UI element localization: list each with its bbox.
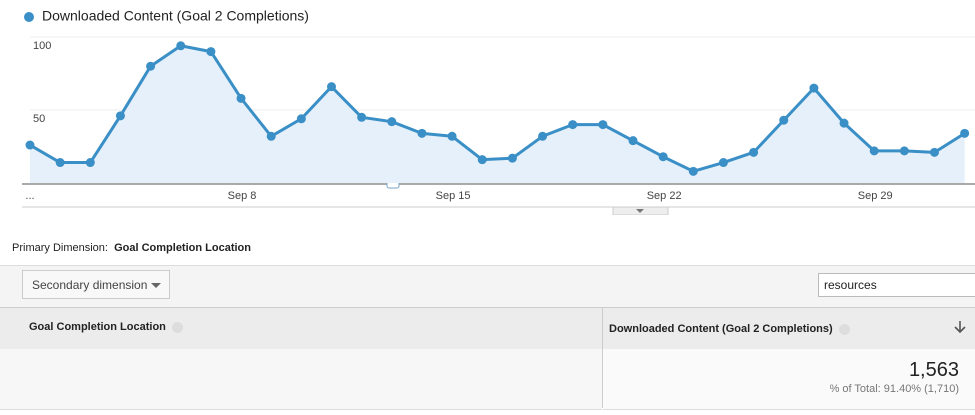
total-cell bbox=[603, 349, 975, 410]
total-row bbox=[0, 349, 602, 410]
point bbox=[25, 140, 35, 150]
point bbox=[960, 128, 970, 138]
point bbox=[598, 120, 608, 130]
point bbox=[236, 93, 246, 103]
total-note: % of Total: 91.40% (1,710) bbox=[829, 383, 959, 395]
point bbox=[417, 128, 427, 138]
legend-marker bbox=[24, 12, 34, 22]
column-header[interactable]: Goal Completion Location bbox=[29, 321, 183, 333]
sort-icon[interactable] bbox=[954, 321, 966, 334]
area bbox=[30, 45, 965, 184]
x-tick-label: ... bbox=[25, 190, 34, 202]
point bbox=[718, 158, 728, 168]
y-tick-label: 50 bbox=[33, 113, 45, 125]
search-text: resources bbox=[824, 278, 877, 292]
total-value: 1,563 bbox=[908, 359, 959, 381]
point bbox=[507, 153, 517, 163]
point bbox=[688, 166, 698, 176]
line bbox=[29, 44, 966, 173]
point bbox=[899, 146, 909, 156]
primary-dimension: Primary Dimension: Goal Completion Locat… bbox=[12, 242, 251, 254]
point bbox=[266, 131, 276, 141]
x-tick-label: Sep 22 bbox=[647, 190, 682, 202]
dropdown-arrow bbox=[151, 283, 161, 288]
point bbox=[176, 41, 186, 51]
point bbox=[387, 117, 397, 127]
help-icon[interactable] bbox=[171, 321, 183, 333]
point bbox=[930, 147, 939, 157]
search-input[interactable]: resources bbox=[818, 273, 975, 297]
chart: Downloaded Content (Goal 2 Completions) … bbox=[22, 8, 975, 215]
point bbox=[538, 131, 548, 141]
primary-dimension-value[interactable]: Goal Completion Location bbox=[114, 242, 251, 254]
point bbox=[869, 146, 879, 156]
point bbox=[628, 136, 638, 146]
column-header-text: Goal Completion Location bbox=[29, 321, 166, 333]
y-tick-label: 100 bbox=[33, 40, 51, 52]
x-tick-label: Sep 8 bbox=[228, 190, 257, 202]
point bbox=[779, 115, 789, 125]
primary-dimension-label: Primary Dimension: bbox=[12, 242, 108, 254]
column-header[interactable]: Downloaded Content (Goal 2 Completions) bbox=[609, 323, 850, 335]
x-tick-label: Sep 29 bbox=[858, 190, 893, 202]
help-icon[interactable] bbox=[838, 323, 850, 335]
secondary-dimension-button[interactable]: Secondary dimension bbox=[22, 270, 170, 299]
point bbox=[447, 131, 457, 141]
point bbox=[749, 147, 759, 157]
column-header-text: Downloaded Content (Goal 2 Completions) bbox=[609, 323, 833, 335]
point bbox=[55, 158, 65, 168]
column-divider bbox=[602, 307, 975, 408]
point bbox=[809, 83, 819, 93]
point bbox=[206, 47, 216, 57]
table-header bbox=[0, 307, 975, 350]
point bbox=[357, 112, 367, 122]
legend-label: Downloaded Content (Goal 2 Completions) bbox=[42, 8, 309, 24]
point bbox=[146, 61, 156, 71]
point bbox=[568, 120, 578, 130]
point bbox=[115, 111, 125, 121]
point bbox=[839, 118, 849, 128]
secondary-dimension-label: Secondary dimension bbox=[32, 278, 148, 292]
point bbox=[658, 152, 668, 162]
tab-arrow bbox=[636, 209, 644, 213]
x-tick-label: Sep 15 bbox=[436, 190, 471, 202]
point bbox=[477, 155, 487, 165]
point bbox=[296, 114, 306, 124]
point bbox=[85, 158, 95, 168]
point bbox=[327, 82, 336, 92]
